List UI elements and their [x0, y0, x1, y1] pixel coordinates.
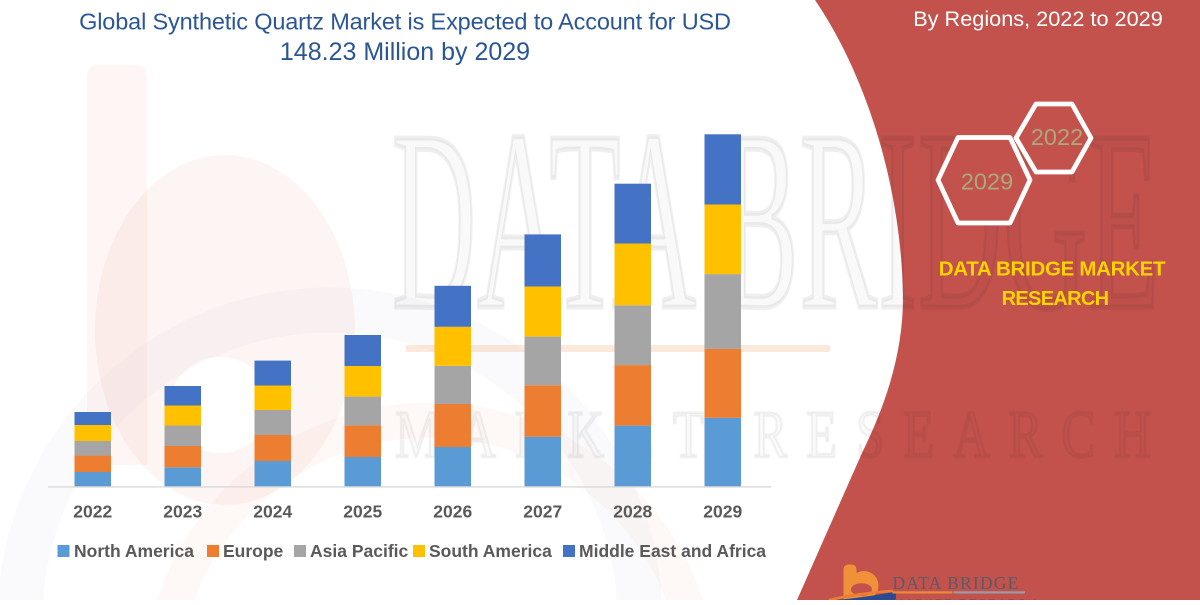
svg-text:2022: 2022	[73, 502, 112, 522]
svg-text:Middle East and Africa: Middle East and Africa	[579, 541, 766, 561]
svg-text:North America: North America	[74, 541, 194, 561]
svg-text:Asia Pacific: Asia Pacific	[310, 541, 409, 561]
svg-text:MARKET RESEARCH: MARKET RESEARCH	[395, 397, 1170, 473]
svg-text:Global Synthetic Quartz Market: Global Synthetic Quartz Market is Expect…	[79, 9, 731, 35]
svg-text:2023: 2023	[163, 502, 202, 522]
svg-text:South America: South America	[429, 541, 552, 561]
svg-text:2027: 2027	[523, 502, 562, 522]
svg-text:By Regions, 2022 to 2029: By Regions, 2022 to 2029	[913, 6, 1163, 31]
svg-text:2025: 2025	[343, 502, 382, 522]
svg-text:Europe: Europe	[223, 541, 284, 561]
svg-text:2024: 2024	[253, 502, 292, 522]
svg-text:2029: 2029	[703, 502, 742, 522]
svg-text:DATA BRIDGE MARKET: DATA BRIDGE MARKET	[939, 258, 1166, 281]
svg-text:148.23 Million by 2029: 148.23 Million by 2029	[280, 38, 530, 66]
svg-text:2022: 2022	[1031, 124, 1083, 150]
svg-text:2029: 2029	[961, 169, 1013, 195]
svg-text:RESEARCH: RESEARCH	[1002, 288, 1109, 310]
svg-text:2028: 2028	[613, 502, 652, 522]
svg-text:DATA BRIDGE: DATA BRIDGE	[893, 573, 1020, 593]
svg-text:2026: 2026	[433, 502, 472, 522]
